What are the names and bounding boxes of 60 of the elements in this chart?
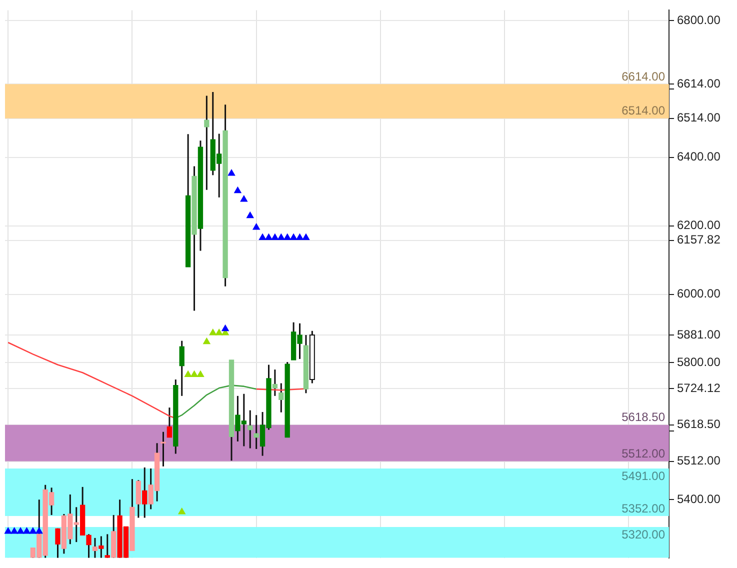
annotation: 6614.00 (622, 69, 666, 84)
y-tick-label: 6514.00 (677, 110, 721, 125)
candlestick (278, 382, 284, 414)
y-tick-label: 6800.00 (677, 12, 721, 27)
point (190, 370, 198, 377)
y-tick-label: 5618.50 (677, 417, 721, 432)
point (178, 508, 186, 514)
y-tick-label: 6200.00 (677, 218, 721, 232)
annotation: 5491.00 (622, 468, 666, 483)
point (196, 370, 204, 377)
point (222, 324, 229, 332)
y-tick-label: 5400.00 (677, 492, 721, 506)
candlestick (160, 431, 166, 468)
point (10, 527, 18, 534)
point (203, 338, 210, 344)
point (290, 234, 298, 240)
candlestick (92, 537, 98, 559)
point (29, 527, 36, 534)
point (252, 224, 260, 230)
y-tick-label: 6000.00 (677, 286, 721, 301)
y-tick-label: 6157.82 (677, 232, 721, 247)
y-tick-label: 6400.00 (677, 150, 721, 164)
candlestick (248, 410, 253, 450)
candlestick (142, 466, 148, 519)
annotation: 5320.00 (622, 527, 666, 542)
annotation: 5512.00 (622, 446, 666, 461)
annotation: 5618.50 (622, 410, 666, 424)
point (246, 212, 254, 218)
candlestick (136, 479, 141, 519)
point (302, 234, 310, 240)
point (209, 328, 216, 336)
point (278, 234, 285, 240)
y-tick-label: 5512.00 (677, 454, 721, 468)
candlestick (204, 95, 210, 191)
y-tick-label: 5881.00 (677, 327, 721, 342)
point (271, 234, 278, 240)
point (16, 527, 24, 534)
point (23, 527, 30, 534)
point (228, 169, 236, 176)
point (216, 328, 223, 336)
point (36, 527, 43, 534)
point (240, 195, 248, 202)
candlestick (272, 368, 278, 397)
candlestick (98, 535, 104, 559)
point (184, 370, 192, 377)
y-tick-label: 6614.00 (677, 76, 721, 90)
annotation: 5352.00 (622, 501, 666, 516)
y-tick-label: 5724.12 (677, 381, 721, 395)
point (284, 234, 291, 240)
point (265, 234, 272, 240)
candlestick (179, 340, 184, 397)
y-tick-label: 5800.00 (677, 355, 721, 370)
candlestick (55, 528, 60, 559)
point (234, 186, 242, 194)
candlestick (254, 414, 259, 450)
point (259, 234, 266, 240)
candlestick (166, 406, 172, 438)
point (296, 234, 304, 240)
annotation: 6514.00 (622, 104, 666, 118)
point (4, 527, 12, 534)
